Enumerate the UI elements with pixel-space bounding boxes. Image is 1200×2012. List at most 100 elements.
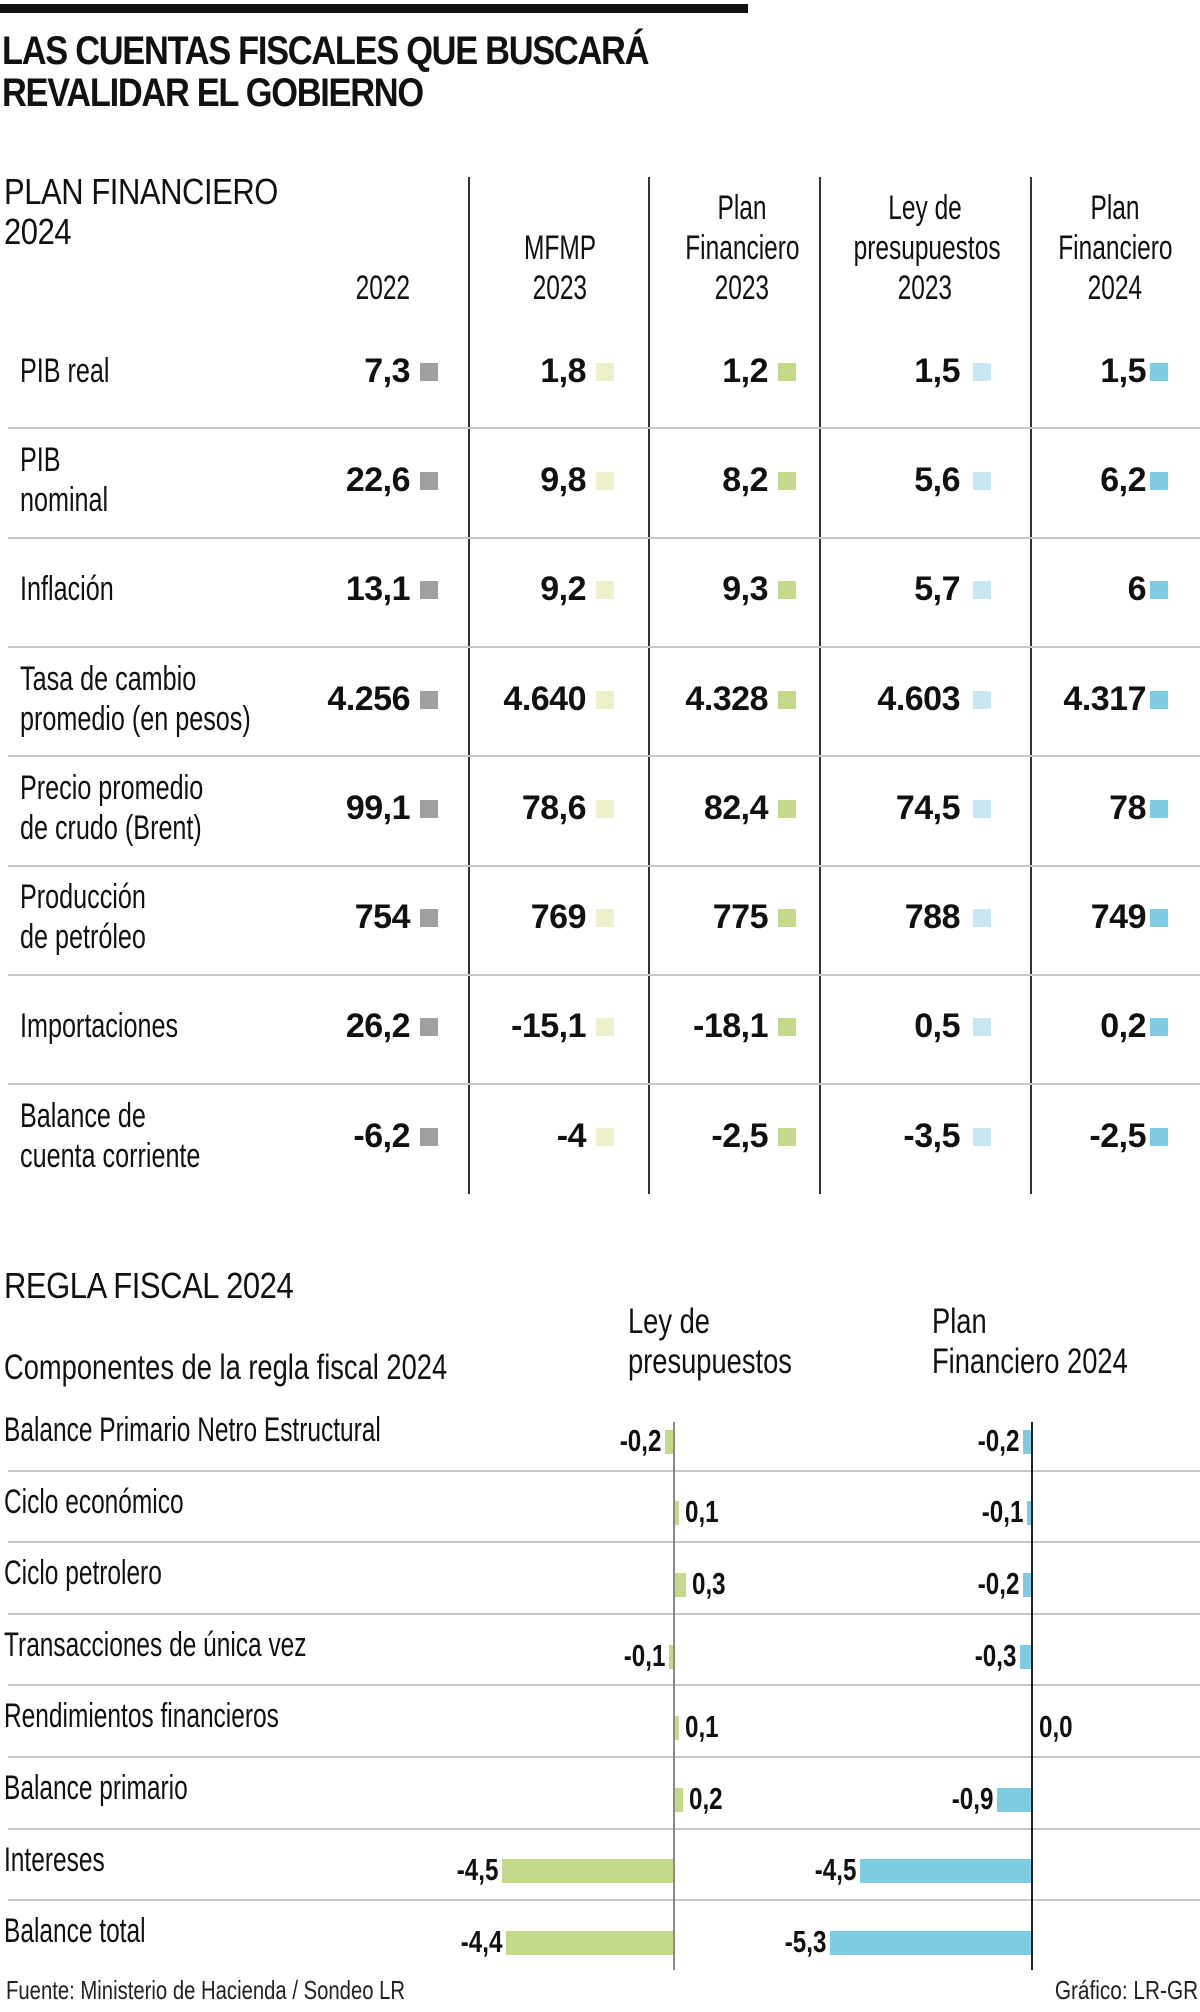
cell-value: -2,5	[1089, 1117, 1146, 1155]
row-label-text: Importaciones	[20, 1007, 179, 1045]
category-label: Rendimientos financieros	[4, 1696, 386, 1736]
bar	[830, 1931, 1031, 1955]
row-label-text: PIB	[20, 441, 61, 479]
bar-value-label: -0,2	[608, 1423, 661, 1459]
cell-value: 82,4	[703, 789, 769, 827]
series-header-plan: Plan Financiero 2024	[932, 1302, 1128, 1382]
series-color-square	[973, 1018, 991, 1036]
column-header-line: 2024	[1015, 268, 1200, 308]
regla-subtitle: Componentes de la regla fiscal 2024	[4, 1348, 448, 1387]
category-label-text: Balance Primario Netro Estructural	[4, 1411, 381, 1449]
series-color-square	[778, 1128, 796, 1146]
top-rule	[0, 4, 748, 13]
cell-value: 13,1	[345, 570, 411, 608]
column-header-text: 2023	[714, 269, 770, 307]
series-color-square	[420, 581, 438, 599]
column-header-text: 2024	[1087, 269, 1143, 307]
cell-value: -6,2	[353, 1117, 410, 1155]
regla-section-title: REGLA FISCAL 2024	[4, 1265, 294, 1306]
graphic-credit-text: Gráfico: LR-GR	[1054, 1975, 1198, 2005]
series-header-plan-line-2: Financiero 2024	[932, 1342, 1128, 1381]
series-color-square	[778, 472, 796, 490]
cell-value: 9,3	[722, 570, 768, 608]
column-divider	[819, 177, 821, 1194]
row-separator	[8, 1828, 1200, 1830]
bar-value-text: 0,1	[685, 1494, 719, 1529]
series-color-square	[973, 1128, 991, 1146]
bar	[1020, 1645, 1031, 1669]
series-color-square	[420, 1128, 438, 1146]
bar-value-label: -5,3	[773, 1924, 826, 1960]
series-color-square	[1150, 691, 1168, 709]
row-label-text: de crudo (Brent)	[20, 809, 202, 847]
bar-value-text: -4,5	[456, 1852, 498, 1887]
series-color-square	[973, 472, 991, 490]
row-separator	[8, 1470, 1200, 1472]
series-color-square	[973, 363, 991, 381]
bar	[997, 1788, 1031, 1812]
column-divider	[1030, 177, 1032, 1194]
bar-value-text: -5,3	[784, 1924, 826, 1959]
bar-value-label: 0,3	[692, 1566, 735, 1602]
row-separator	[8, 1756, 1200, 1758]
bar-value-text: -0,9	[951, 1781, 993, 1816]
series-color-square	[1150, 800, 1168, 818]
row-separator	[8, 1684, 1200, 1686]
row-separator	[8, 427, 1200, 429]
cell-value: 0,5	[914, 1007, 960, 1045]
bar-value-label: -4,4	[449, 1924, 502, 1960]
cell-value: -4	[556, 1117, 587, 1155]
row-label-text: de petróleo	[20, 918, 146, 956]
category-label: Balance total	[4, 1911, 201, 1951]
column-divider	[468, 177, 470, 1194]
series-color-square	[420, 691, 438, 709]
category-label-text: Ciclo petrolero	[4, 1554, 162, 1592]
row-separator	[8, 1613, 1200, 1615]
row-label: de crudo (Brent)	[20, 808, 266, 848]
row-label: nominal	[20, 480, 139, 520]
category-label: Balance primario	[4, 1768, 259, 1808]
cell-value: 4.317	[1063, 680, 1146, 718]
plan-section-title-line-1: PLAN FINANCIERO	[4, 171, 278, 212]
series-color-square	[1150, 1018, 1168, 1036]
category-label: Ciclo económico	[4, 1482, 253, 1522]
category-label-text: Intereses	[4, 1841, 105, 1879]
cell-value: 4.256	[327, 680, 410, 718]
column-header-text: Ley de	[888, 189, 962, 227]
bar	[675, 1573, 686, 1597]
cell-value: 749	[1090, 898, 1147, 936]
cell-value: 7,3	[364, 352, 410, 390]
cell-value: 769	[530, 898, 587, 936]
cell-value: 788	[904, 898, 961, 936]
bar-value-text: 0,3	[692, 1566, 726, 1601]
title-line-2: REVALIDAR EL GOBIERNO	[2, 71, 424, 115]
cell-value: 1,8	[540, 352, 586, 390]
bar	[502, 1859, 673, 1883]
row-label: de petróleo	[20, 917, 190, 957]
bar-value-label: -0,9	[940, 1781, 993, 1817]
category-label-text: Transacciones de única vez	[4, 1626, 307, 1664]
series-color-square	[420, 909, 438, 927]
series-color-square	[1150, 909, 1168, 927]
bar	[506, 1931, 673, 1955]
bar-value-label: -4,5	[445, 1852, 498, 1888]
bar-value-text: -0,2	[977, 1423, 1019, 1458]
row-label: Precio promedio	[20, 768, 268, 808]
cell-value: 9,2	[540, 570, 586, 608]
bar-value-text: -0,3	[974, 1638, 1016, 1673]
series-color-square	[778, 800, 796, 818]
column-header-line: Plan	[1015, 188, 1200, 228]
cell-value: -15,1	[511, 1007, 587, 1045]
row-label: PIB real	[20, 351, 141, 391]
row-separator	[8, 1083, 1200, 1085]
series-color-square	[1150, 363, 1168, 381]
cell-value: 5,7	[914, 570, 960, 608]
cell-value: 99,1	[345, 789, 411, 827]
column-header-line: 2023	[825, 268, 1025, 308]
cell-value: 754	[354, 898, 411, 936]
cell-value: 1,5	[914, 352, 960, 390]
bar-value-label: -0,3	[963, 1638, 1016, 1674]
cell-value: 4.328	[685, 680, 768, 718]
series-color-square	[596, 1128, 614, 1146]
bar-value-label: -0,2	[966, 1423, 1019, 1459]
